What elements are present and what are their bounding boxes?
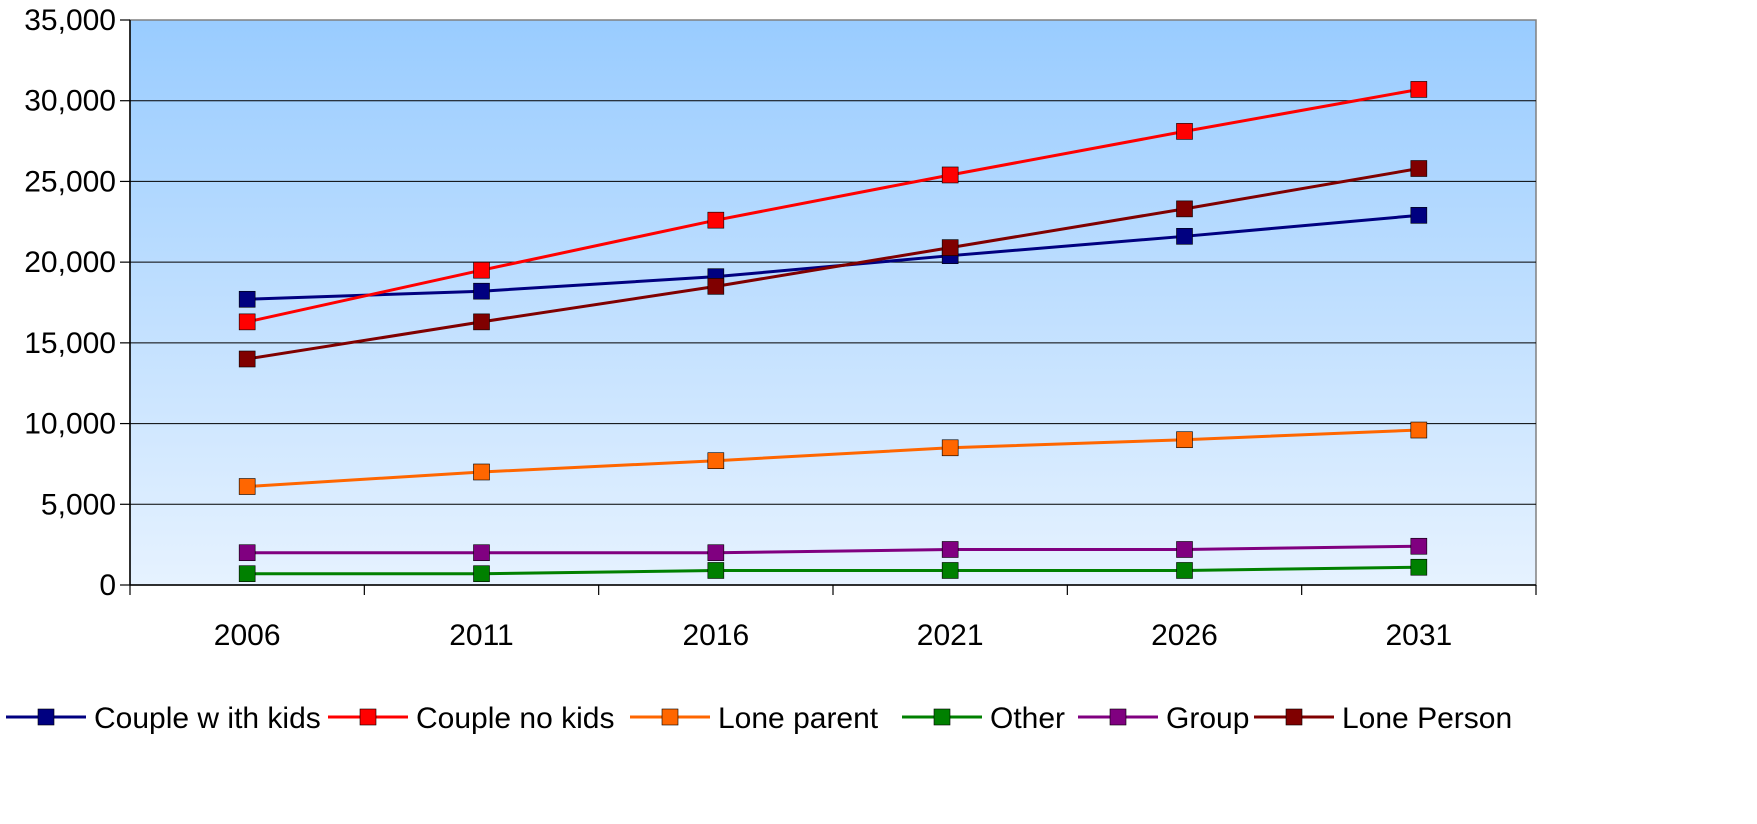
gridlines	[130, 100, 1536, 505]
data-point-marker	[238, 544, 256, 562]
series-line	[246, 167, 1420, 361]
legend-label: Group	[1166, 702, 1249, 735]
data-point-marker	[238, 350, 256, 368]
legend-label: Lone parent	[718, 702, 879, 735]
legend-item: Couple w ith kids	[6, 702, 321, 735]
plot-area	[129, 19, 1537, 586]
y-tick-label: 15,000	[24, 327, 116, 360]
data-point-marker	[473, 282, 490, 300]
data-point-marker	[473, 565, 490, 583]
data-point-marker	[1410, 160, 1428, 177]
data-point-marker	[238, 478, 256, 495]
y-tick-label: 20,000	[24, 246, 116, 279]
data-point-marker	[1176, 541, 1193, 558]
series-group	[238, 81, 1428, 583]
series-line	[247, 565, 1419, 576]
legend-item: Lone Person	[1254, 702, 1512, 735]
y-tick-label: 35,000	[24, 4, 116, 37]
data-point-marker	[707, 211, 725, 229]
data-point-marker	[1410, 558, 1428, 576]
data-point-marker	[238, 565, 256, 583]
legend-marker	[1109, 708, 1127, 726]
data-point-marker	[707, 562, 725, 579]
x-tick-label: 2006	[214, 619, 281, 652]
data-point-marker	[1410, 81, 1428, 98]
legend-item: Other	[902, 702, 1065, 735]
legend-label: Couple w ith kids	[94, 702, 321, 735]
data-point-marker	[473, 313, 490, 331]
data-point-marker	[1176, 562, 1193, 579]
data-point-marker	[941, 541, 959, 558]
legend-marker	[1285, 708, 1303, 726]
y-axis-ticks: 0 5,000 10,000 15,000 20,000 25,000 30,000 35,0…	[24, 4, 130, 602]
data-point-marker	[1176, 200, 1193, 218]
series-line	[247, 544, 1419, 555]
legend-marker	[933, 708, 951, 726]
legend-label: Couple no kids	[416, 702, 614, 735]
y-tick-label: 25,000	[24, 165, 116, 198]
data-point-marker	[941, 439, 959, 457]
legend-marker	[37, 708, 55, 726]
data-point-marker	[707, 278, 725, 295]
series-line	[247, 428, 1419, 489]
data-point-marker	[1410, 537, 1428, 555]
y-tick-label: 30,000	[24, 85, 116, 118]
legend-item: Group	[1078, 702, 1249, 735]
legend-label: Lone Person	[1342, 702, 1512, 735]
legend: Couple w ith kids Couple no kids Lone pare…	[6, 702, 1512, 735]
legend-item: Couple no kids	[328, 702, 614, 735]
series-line	[246, 87, 1420, 324]
series-1	[238, 81, 1428, 331]
data-point-marker	[707, 544, 725, 562]
y-tick-label: 5,000	[41, 488, 116, 521]
data-point-marker	[473, 261, 490, 279]
data-point-marker	[1176, 431, 1193, 449]
x-tick-label: 2021	[917, 619, 984, 652]
legend-marker	[359, 708, 377, 726]
series-3	[238, 558, 1428, 583]
x-tick-label: 2026	[1151, 619, 1218, 652]
data-point-marker	[473, 544, 490, 562]
legend-marker	[661, 708, 679, 726]
data-point-marker	[941, 239, 959, 256]
y-tick-label: 10,000	[24, 408, 116, 441]
series-2	[238, 421, 1428, 495]
data-point-marker	[941, 166, 959, 184]
data-point-marker	[473, 463, 490, 481]
data-point-marker	[238, 313, 256, 331]
data-point-marker	[1176, 123, 1193, 140]
x-tick-label: 2016	[682, 619, 749, 652]
legend-item: Lone parent	[630, 702, 879, 735]
data-point-marker	[1176, 228, 1193, 245]
legend-label: Other	[990, 702, 1065, 735]
data-point-marker	[941, 562, 959, 579]
y-tick-label: 0	[99, 569, 116, 602]
data-point-marker	[238, 290, 256, 308]
data-point-marker	[1410, 207, 1428, 224]
data-point-marker	[707, 452, 725, 470]
series-5	[238, 160, 1428, 368]
x-tick-label: 2031	[1385, 619, 1452, 652]
data-point-marker	[1410, 421, 1428, 439]
x-tick-label: 2011	[449, 619, 514, 652]
series-4	[238, 537, 1428, 562]
x-axis-ticks: 2006 2011 2016 2021 2026 2031	[129, 585, 1537, 652]
